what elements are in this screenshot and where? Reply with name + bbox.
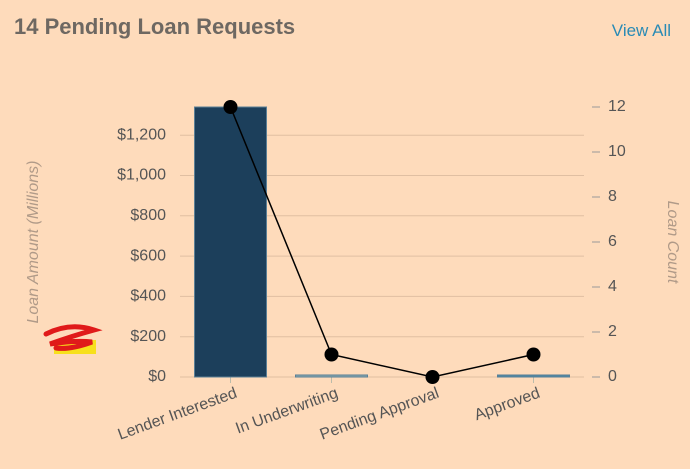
y-tick-label: $0: [148, 368, 166, 385]
view-all-link[interactable]: View All: [611, 21, 671, 40]
y-tick-label: $200: [130, 328, 166, 345]
y-tick-label: $600: [130, 247, 166, 264]
bar: [295, 374, 368, 378]
line: [229, 106, 534, 378]
redaction-scribble: [43, 324, 103, 354]
bar: [497, 374, 570, 378]
y2-tick-label: 8: [608, 188, 617, 205]
y-tick-label: $800: [130, 207, 166, 224]
x-tick-label: Lender Interested: [116, 385, 240, 444]
title: 14 Pending Loan Requests: [14, 14, 296, 39]
y-tick-label: $1,200: [117, 126, 166, 143]
y2-tick-label: 6: [608, 233, 617, 250]
y2-tick-label: 12: [608, 98, 626, 115]
line-point: [425, 370, 440, 384]
y-axis-title: Loan Amount (Millions): [25, 160, 42, 323]
y-tick-label: $400: [130, 288, 166, 305]
y2-tick-label: 0: [608, 368, 617, 385]
line-point: [223, 100, 238, 114]
line-point: [526, 347, 541, 362]
y2-tick-label: 2: [608, 323, 617, 340]
y2-axis-title: Loan Count: [664, 201, 681, 284]
line-point: [324, 347, 339, 362]
y2-tick-label: 10: [608, 143, 626, 160]
y2-tick-label: 4: [608, 278, 617, 295]
y-tick-label: $1,000: [117, 167, 166, 184]
x-tick-label: Approved: [472, 385, 542, 424]
bar: [194, 106, 267, 378]
